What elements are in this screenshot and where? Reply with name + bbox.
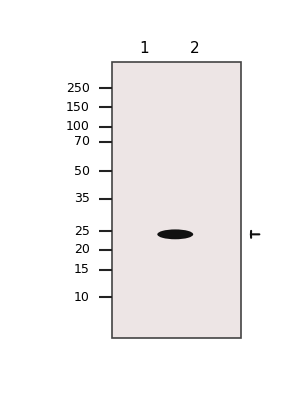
Text: 35: 35 bbox=[74, 192, 89, 206]
Text: 250: 250 bbox=[66, 82, 89, 94]
Text: 50: 50 bbox=[74, 165, 89, 178]
Text: 15: 15 bbox=[74, 263, 89, 276]
Text: 100: 100 bbox=[66, 120, 89, 133]
Text: 25: 25 bbox=[74, 225, 89, 238]
Text: 1: 1 bbox=[139, 41, 149, 56]
Text: 20: 20 bbox=[74, 243, 89, 256]
Text: 150: 150 bbox=[66, 101, 89, 114]
Ellipse shape bbox=[157, 230, 193, 239]
Text: 2: 2 bbox=[190, 41, 200, 56]
Bar bbox=[112, 62, 241, 338]
Text: 10: 10 bbox=[74, 291, 89, 304]
Text: 70: 70 bbox=[74, 136, 89, 148]
